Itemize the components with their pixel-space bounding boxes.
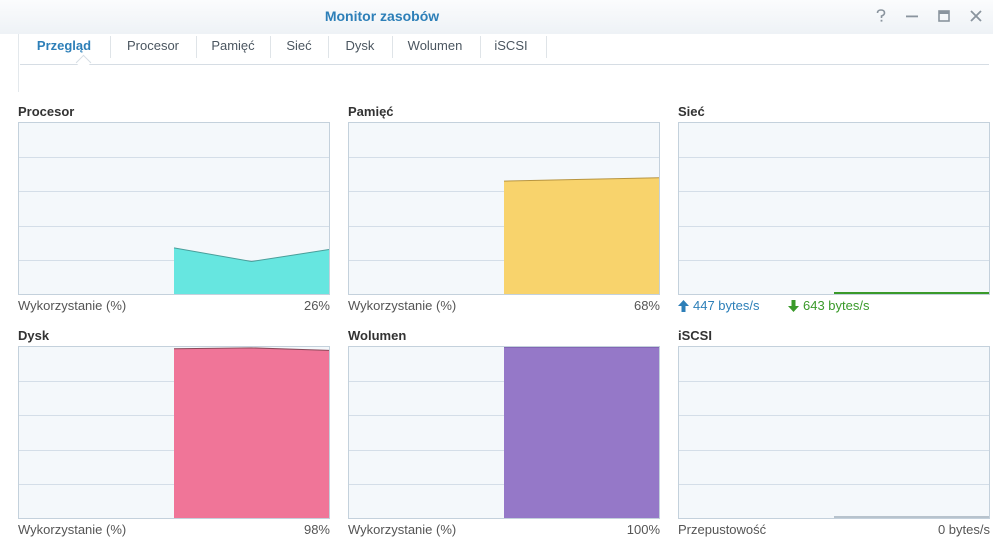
disk-series-line	[173, 347, 329, 351]
volume-series-area	[504, 347, 659, 518]
tab-separator	[110, 36, 111, 58]
volume-value: 100%	[626, 522, 660, 537]
network-chart	[679, 157, 989, 294]
network-panel: Sieć 447 bytes/s 643 bytes/s	[678, 104, 990, 316]
network-upload: 447 bytes/s	[678, 298, 760, 313]
volume-chart	[349, 347, 659, 518]
network-footer: 447 bytes/s 643 bytes/s	[678, 298, 990, 314]
memory-title: Pamięć	[348, 104, 394, 119]
memory-series-area	[504, 177, 659, 294]
disk-chart	[19, 347, 329, 518]
network-download: 643 bytes/s	[788, 298, 870, 313]
tab-iscsi[interactable]: iSCSI	[494, 38, 528, 53]
memory-footer: Wykorzystanie (%) 68%	[348, 298, 660, 314]
disk-series-area	[174, 347, 329, 518]
memory-chart	[349, 157, 659, 294]
tab-separator	[196, 36, 197, 58]
disk-footer: Wykorzystanie (%) 98%	[18, 522, 330, 538]
iscsi-footer: Przepustowość 0 bytes/s	[678, 522, 990, 538]
network-title: Sieć	[678, 104, 705, 119]
arrow-up-icon	[678, 299, 689, 312]
content-border	[18, 34, 19, 92]
disk-metric-label: Wykorzystanie (%)	[18, 522, 127, 537]
memory-graph[interactable]	[348, 122, 660, 295]
cpu-footer: Wykorzystanie (%) 26%	[18, 298, 330, 314]
tab-network[interactable]: Sieć	[286, 38, 312, 53]
tab-processor[interactable]: Procesor	[126, 38, 180, 53]
network-download-value: 643 bytes/s	[803, 298, 870, 313]
memory-value: 68%	[633, 298, 660, 313]
tab-separator	[546, 36, 547, 58]
cpu-title: Procesor	[18, 104, 75, 119]
memory-series-line	[503, 177, 659, 182]
disk-graph[interactable]	[18, 346, 330, 519]
tab-memory[interactable]: Pamięć	[211, 38, 255, 53]
iscsi-title: iSCSI	[678, 328, 712, 343]
cpu-metric-label: Wykorzystanie (%)	[18, 298, 127, 313]
maximize-icon[interactable]	[933, 6, 955, 26]
disk-title: Dysk	[18, 328, 50, 343]
volume-footer: Wykorzystanie (%) 100%	[348, 522, 660, 538]
volume-panel: Wolumen Wykorzystanie (%) 100%	[348, 328, 660, 540]
tab-bar: Przegląd Procesor Pamięć Sieć Dysk Wolum…	[20, 34, 989, 71]
close-icon[interactable]	[965, 6, 987, 26]
arrow-down-icon	[788, 299, 799, 312]
title-bar: Monitor zasobów	[0, 0, 993, 34]
tab-separator	[270, 36, 271, 58]
iscsi-graph[interactable]	[678, 346, 990, 519]
volume-graph[interactable]	[348, 346, 660, 519]
cpu-series-area	[174, 247, 329, 294]
tab-separator	[328, 36, 329, 58]
tab-separator	[480, 36, 481, 58]
memory-metric-label: Wykorzystanie (%)	[348, 298, 457, 313]
tab-separator	[392, 36, 393, 58]
iscsi-metric-label: Przepustowość	[678, 522, 767, 537]
tab-volume[interactable]: Wolumen	[407, 38, 463, 53]
network-upload-value: 447 bytes/s	[693, 298, 760, 313]
cpu-value: 26%	[303, 298, 330, 313]
volume-title: Wolumen	[348, 328, 407, 343]
cpu-series-line	[173, 247, 329, 263]
help-icon[interactable]	[870, 6, 892, 26]
iscsi-value: 0 bytes/s	[937, 522, 990, 537]
cpu-panel: Procesor Wykorzystanie (%) 26%	[18, 104, 330, 316]
tab-overview[interactable]: Przegląd	[36, 38, 92, 53]
window-title: Monitor zasobów	[324, 8, 440, 24]
disk-value: 98%	[303, 522, 330, 537]
iscsi-panel: iSCSI Przepustowość 0 bytes/s	[678, 328, 990, 540]
memory-panel: Pamięć Wykorzystanie (%) 68%	[348, 104, 660, 316]
minimize-icon[interactable]	[901, 6, 923, 26]
volume-metric-label: Wykorzystanie (%)	[348, 522, 457, 537]
cpu-chart	[19, 157, 329, 294]
iscsi-chart	[679, 381, 989, 518]
disk-panel: Dysk Wykorzystanie (%) 98%	[18, 328, 330, 540]
network-graph[interactable]	[678, 122, 990, 295]
cpu-graph[interactable]	[18, 122, 330, 295]
tab-disk[interactable]: Dysk	[345, 38, 375, 53]
